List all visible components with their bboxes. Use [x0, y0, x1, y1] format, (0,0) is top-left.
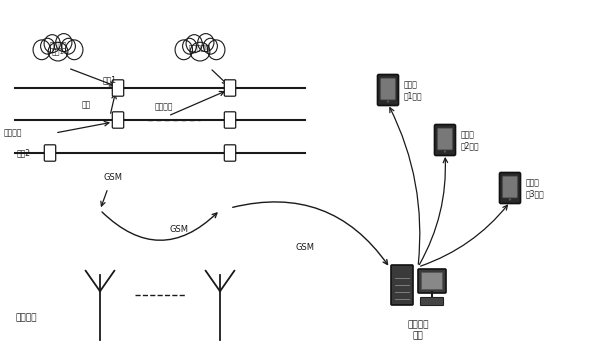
Text: 无线射频: 无线射频	[4, 129, 22, 138]
Ellipse shape	[198, 34, 214, 52]
Text: 维护人
员1手机: 维护人 员1手机	[404, 80, 423, 100]
Text: 维护人
员3手机: 维护人 员3手机	[526, 178, 544, 198]
FancyBboxPatch shape	[224, 112, 236, 128]
Text: 子机1: 子机1	[103, 76, 117, 85]
Ellipse shape	[203, 38, 217, 54]
FancyArrowPatch shape	[390, 108, 420, 264]
Text: 检测终端
子机1: 检测终端 子机1	[50, 41, 67, 55]
FancyBboxPatch shape	[500, 172, 520, 204]
Ellipse shape	[190, 42, 210, 61]
FancyBboxPatch shape	[381, 78, 395, 100]
FancyBboxPatch shape	[224, 80, 236, 96]
Ellipse shape	[175, 40, 192, 60]
Circle shape	[444, 150, 446, 153]
Ellipse shape	[33, 40, 50, 60]
FancyBboxPatch shape	[418, 269, 446, 293]
Text: 子机2: 子机2	[17, 148, 31, 158]
Text: 无线射频: 无线射频	[155, 102, 174, 111]
FancyBboxPatch shape	[224, 145, 236, 161]
Text: 维护人
员2手机: 维护人 员2手机	[461, 130, 480, 150]
FancyArrowPatch shape	[419, 158, 448, 265]
FancyBboxPatch shape	[422, 273, 442, 290]
Ellipse shape	[183, 38, 197, 54]
Ellipse shape	[44, 35, 60, 53]
Ellipse shape	[208, 40, 225, 60]
FancyBboxPatch shape	[378, 74, 399, 106]
Text: 远程监控
中心: 远程监控 中心	[407, 320, 429, 340]
Circle shape	[509, 198, 511, 201]
FancyBboxPatch shape	[391, 265, 413, 305]
FancyArrowPatch shape	[420, 205, 508, 266]
Text: GSM: GSM	[170, 225, 189, 234]
FancyBboxPatch shape	[434, 125, 456, 155]
FancyBboxPatch shape	[113, 112, 123, 128]
Ellipse shape	[41, 38, 54, 54]
FancyBboxPatch shape	[420, 298, 443, 306]
FancyBboxPatch shape	[437, 128, 453, 150]
FancyBboxPatch shape	[113, 80, 123, 96]
Text: GSM: GSM	[104, 174, 123, 183]
Text: 移动基站: 移动基站	[15, 314, 36, 322]
Text: GSM: GSM	[295, 244, 314, 253]
Ellipse shape	[65, 40, 83, 60]
FancyArrowPatch shape	[233, 202, 388, 265]
FancyBboxPatch shape	[44, 145, 56, 161]
Ellipse shape	[56, 34, 72, 52]
Text: 检测终端N: 检测终端N	[189, 45, 211, 51]
Ellipse shape	[62, 38, 76, 54]
FancyBboxPatch shape	[503, 176, 517, 198]
FancyArrowPatch shape	[102, 212, 217, 240]
Ellipse shape	[48, 42, 68, 61]
Ellipse shape	[186, 35, 202, 53]
Circle shape	[387, 100, 389, 103]
Text: 母机: 母机	[82, 101, 91, 110]
